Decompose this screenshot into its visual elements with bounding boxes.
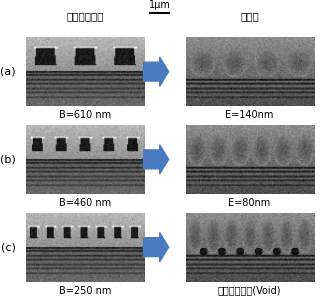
Text: (b): (b) xyxy=(0,154,16,164)
Text: (c): (c) xyxy=(1,242,15,252)
Text: E=140nm: E=140nm xyxy=(225,110,274,120)
Text: B=610 nm: B=610 nm xyxy=(59,110,111,120)
Text: ギャップ無し(Void): ギャップ無し(Void) xyxy=(218,286,281,295)
Text: E=80nm: E=80nm xyxy=(228,198,271,208)
Text: (a): (a) xyxy=(0,67,16,77)
Text: B=460 nm: B=460 nm xyxy=(59,198,111,208)
Text: 堆積後: 堆積後 xyxy=(240,11,259,21)
FancyArrow shape xyxy=(144,145,169,174)
Text: 1μm: 1μm xyxy=(149,0,171,10)
FancyArrow shape xyxy=(144,57,169,86)
FancyArrow shape xyxy=(144,233,169,262)
Text: パターン断面: パターン断面 xyxy=(66,11,104,21)
Text: B=250 nm: B=250 nm xyxy=(59,286,111,295)
